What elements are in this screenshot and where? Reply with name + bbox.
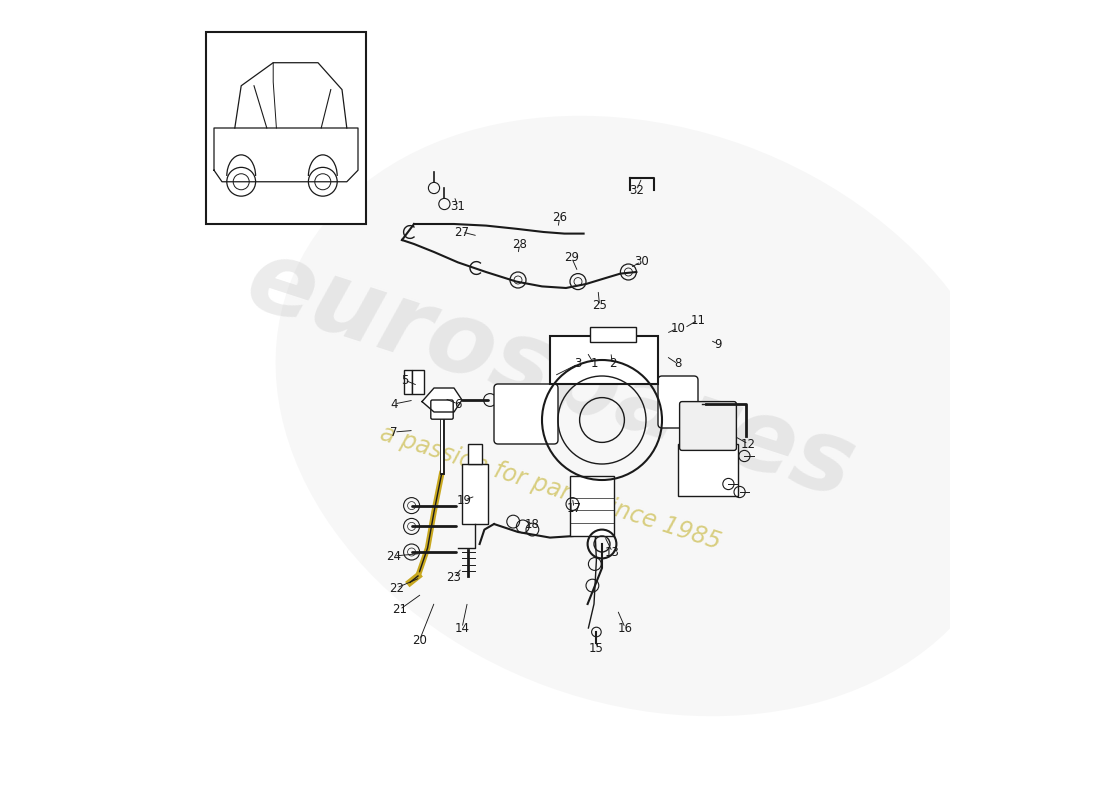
FancyBboxPatch shape [494, 384, 558, 444]
Text: 25: 25 [592, 299, 607, 312]
Text: 28: 28 [513, 238, 527, 250]
Text: 21: 21 [392, 603, 407, 616]
Text: 3: 3 [574, 358, 582, 370]
Bar [206, 32, 366, 224]
Bar [570, 476, 614, 536]
Text: 2: 2 [608, 358, 616, 370]
Polygon shape [422, 388, 462, 412]
Text: 27: 27 [454, 226, 470, 238]
Text: 24: 24 [386, 550, 402, 562]
Text: 13: 13 [605, 546, 619, 558]
Text: 1: 1 [591, 358, 597, 370]
Text: 4: 4 [390, 398, 398, 410]
Text: 8: 8 [674, 358, 682, 370]
Bar [411, 370, 424, 394]
Text: 10: 10 [671, 322, 685, 334]
Text: 30: 30 [634, 255, 649, 268]
Bar [462, 464, 487, 524]
Text: 14: 14 [454, 622, 470, 634]
Text: 5: 5 [400, 374, 408, 386]
Bar [468, 444, 482, 464]
FancyBboxPatch shape [658, 376, 698, 428]
Text: 26: 26 [552, 211, 568, 224]
Text: eurospares: eurospares [234, 232, 866, 520]
Ellipse shape [276, 116, 1016, 716]
Text: 11: 11 [691, 314, 705, 326]
Text: 29: 29 [564, 251, 579, 264]
FancyBboxPatch shape [680, 402, 736, 450]
Text: 22: 22 [389, 582, 404, 594]
Text: 15: 15 [588, 642, 604, 654]
Bar [678, 444, 738, 496]
Bar [404, 370, 411, 394]
Text: 16: 16 [618, 622, 632, 634]
Text: 17: 17 [566, 502, 582, 514]
Bar [590, 327, 637, 342]
Text: 9: 9 [714, 338, 722, 350]
FancyBboxPatch shape [431, 400, 453, 419]
Text: 23: 23 [447, 571, 461, 584]
Text: 6: 6 [454, 398, 462, 410]
Text: 7: 7 [390, 426, 398, 438]
Text: 19: 19 [456, 494, 472, 506]
Text: 31: 31 [451, 200, 465, 213]
Bar [550, 336, 658, 384]
Text: 12: 12 [741, 438, 756, 450]
Text: a passion for parts since 1985: a passion for parts since 1985 [376, 422, 724, 554]
Text: 18: 18 [525, 518, 540, 530]
Text: 20: 20 [412, 634, 427, 646]
Text: 32: 32 [629, 184, 644, 197]
